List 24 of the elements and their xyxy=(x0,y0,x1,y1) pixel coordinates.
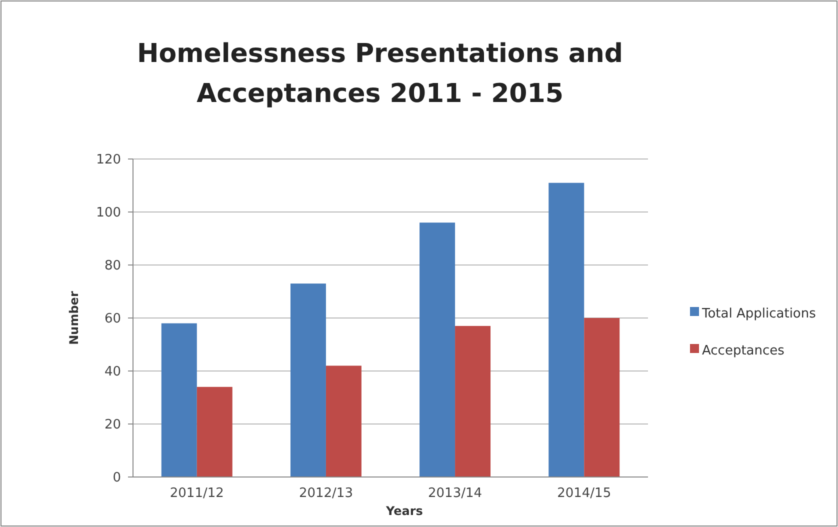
x-tick-label: 2013/14 xyxy=(428,486,482,501)
y-tick-label: 0 xyxy=(112,470,121,486)
bar xyxy=(584,318,620,477)
x-tick-label: 2011/12 xyxy=(170,486,224,501)
bar xyxy=(326,366,362,477)
x-tick-label: 2012/13 xyxy=(298,486,353,501)
y-tick-label: 20 xyxy=(104,418,121,433)
y-tick-label: 80 xyxy=(104,258,121,274)
bar xyxy=(548,182,584,477)
chart-title: Homelessness Presentations and Acceptances 2011 - 2015 xyxy=(136,39,624,109)
bar xyxy=(196,386,232,477)
x-axis-title: Years xyxy=(385,504,423,518)
bar xyxy=(161,323,197,477)
bar xyxy=(290,284,326,477)
y-tick-label: 40 xyxy=(104,364,121,380)
bar xyxy=(455,326,491,477)
y-axis-title: Number xyxy=(67,291,81,345)
y-tick-label: 120 xyxy=(96,152,121,168)
legend-label: Total Applications xyxy=(701,306,816,322)
y-tick-label: 100 xyxy=(96,206,121,221)
bar xyxy=(420,222,456,477)
y-tick-label: 60 xyxy=(104,312,121,327)
x-tick-label: 2014/15 xyxy=(557,486,612,501)
legend-label: Acceptances xyxy=(702,344,785,359)
